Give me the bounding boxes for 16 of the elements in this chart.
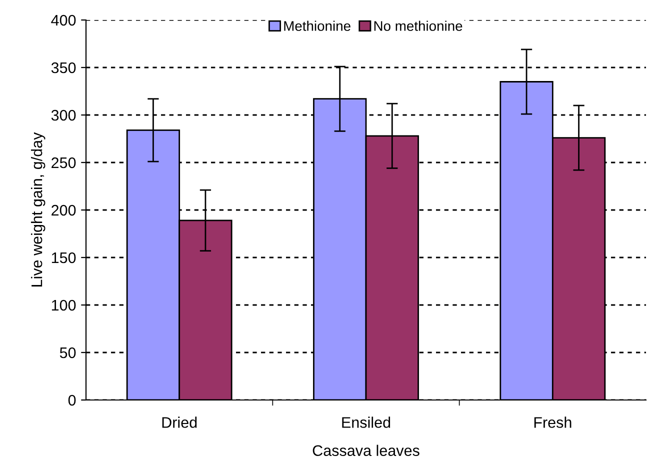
y-tick-label: 0 xyxy=(68,394,76,406)
y-axis-title: Live weight gain, g/day xyxy=(30,132,46,286)
y-tick-label: 100 xyxy=(52,300,76,311)
y-tick-label: 300 xyxy=(51,110,76,121)
x-tick-label: Fresh xyxy=(534,416,572,428)
x-axis-title: Cassava leaves xyxy=(312,444,420,456)
y-tick-label: 250 xyxy=(52,157,76,168)
x-tick-label: Dried xyxy=(162,416,197,428)
legend-label: No methionine xyxy=(374,20,462,31)
y-tick-label: 50 xyxy=(60,347,76,358)
x-tick-label: Ensiled xyxy=(342,416,390,428)
y-tick-label: 150 xyxy=(52,252,76,264)
y-tick-label: 350 xyxy=(51,62,76,74)
y-tick-label: 200 xyxy=(52,204,76,216)
y-tick-label: 400 xyxy=(51,14,76,26)
legend-label: Methionine xyxy=(284,20,350,31)
